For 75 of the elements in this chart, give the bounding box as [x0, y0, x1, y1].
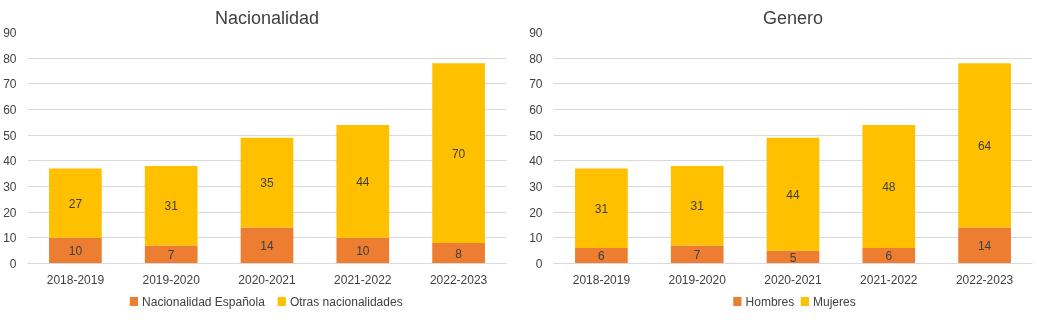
legend-label: Otras nacionalidades: [289, 294, 403, 309]
bar: [144, 165, 198, 246]
y-tick-label: 10: [529, 231, 543, 246]
bar: [432, 63, 485, 243]
data-label: 14: [977, 239, 992, 254]
data-label: 7: [693, 248, 701, 263]
bar: [240, 137, 294, 228]
x-tick-label: 2018-2019: [572, 272, 631, 287]
y-tick-label: 20: [3, 205, 17, 220]
y-tick-label: 50: [3, 128, 17, 143]
bar: [862, 248, 916, 264]
bar: [670, 245, 724, 264]
bar: [336, 124, 390, 238]
chart-title: Nacionalidad: [214, 7, 320, 28]
x-tick-label: 2019-2020: [668, 272, 727, 287]
y-tick-label: 30: [529, 180, 543, 194]
y-tick-label: 90: [529, 26, 543, 40]
y-tick-label: 60: [529, 103, 543, 117]
data-label: 7: [167, 248, 175, 263]
y-tick-label: 50: [529, 128, 543, 143]
data-label: 5: [789, 250, 797, 265]
bar: [958, 227, 1011, 264]
y-tick-label: 40: [529, 154, 543, 169]
y-tick-label: 90: [3, 26, 17, 40]
data-label: 27: [68, 196, 83, 211]
x-tick-label: 2022-2023: [429, 272, 488, 287]
y-tick-label: 10: [3, 231, 17, 246]
data-label: 44: [356, 174, 370, 189]
data-label: 10: [68, 244, 83, 259]
bar: [144, 245, 198, 264]
x-tick-label: 2021-2022: [860, 272, 918, 287]
bar: [670, 165, 724, 246]
legend-label: Nacionalidad Española: [142, 294, 266, 309]
y-tick-label: 70: [529, 77, 543, 92]
data-label: 10: [356, 244, 370, 259]
data-label: 70: [451, 146, 466, 161]
y-tick-label: 0: [535, 257, 543, 271]
legend-label: Hombres: [745, 294, 795, 309]
bar: [49, 168, 102, 238]
data-label: 35: [260, 176, 274, 191]
y-tick-label: 60: [3, 103, 17, 117]
data-label: 48: [882, 180, 896, 194]
bar: [958, 63, 1011, 228]
data-label: 6: [598, 249, 606, 264]
bar: [766, 137, 820, 251]
x-tick-label: 2019-2020: [142, 272, 201, 287]
y-tick-label: 20: [529, 205, 543, 220]
data-label: 6: [885, 249, 893, 264]
x-tick-label: 2020-2021: [764, 272, 823, 287]
bar: [336, 237, 390, 264]
y-tick-label: 0: [9, 257, 17, 271]
data-label: 44: [786, 187, 800, 202]
data-label: 64: [977, 138, 992, 153]
data-label: 8: [455, 246, 463, 261]
y-tick-label: 30: [3, 180, 17, 194]
y-tick-label: 80: [3, 51, 17, 66]
data-label: 31: [690, 199, 705, 214]
x-tick-label: 2022-2023: [955, 272, 1014, 287]
x-tick-label: 2018-2019: [46, 272, 105, 287]
x-tick-label: 2021-2022: [334, 272, 392, 287]
bar: [432, 242, 485, 264]
y-tick-label: 70: [3, 77, 17, 92]
x-tick-label: 2020-2021: [238, 272, 297, 287]
bar: [575, 168, 628, 249]
bar: [49, 237, 102, 264]
data-label: 14: [260, 239, 274, 254]
bar: [862, 124, 916, 249]
bar: [575, 248, 628, 264]
data-label: 31: [594, 201, 609, 216]
bar: [240, 227, 294, 264]
y-tick-label: 80: [529, 51, 543, 66]
legend-label: Mujeres: [813, 294, 856, 309]
chart-title: Genero: [762, 7, 824, 28]
y-tick-label: 40: [3, 154, 17, 169]
data-label: 31: [164, 199, 179, 214]
